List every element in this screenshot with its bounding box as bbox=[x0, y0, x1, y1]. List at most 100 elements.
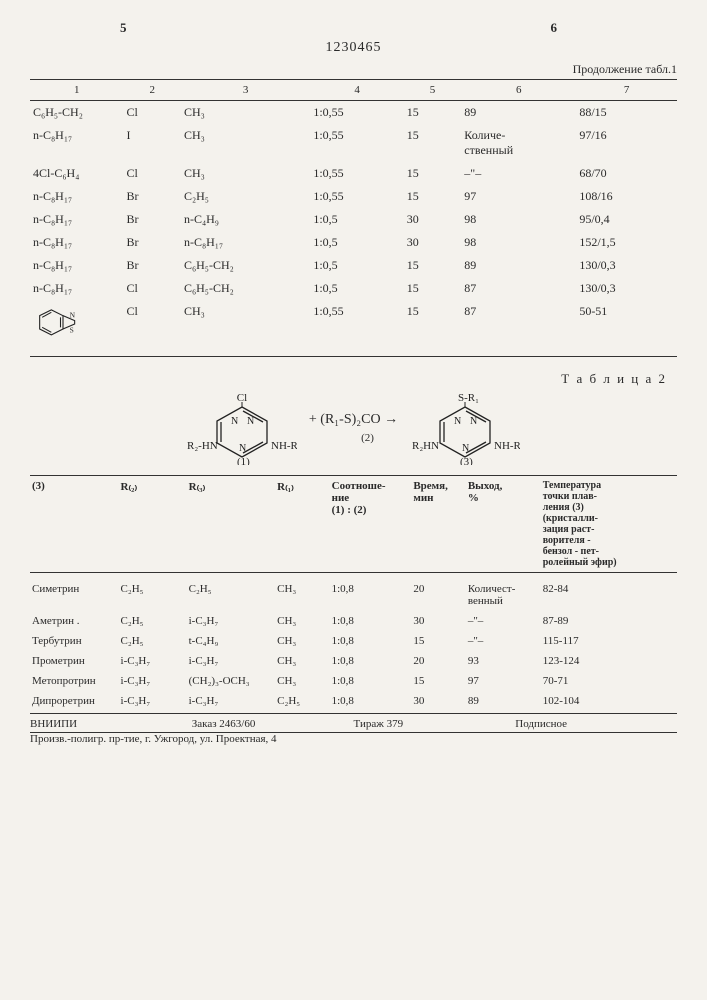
t1-header: 6 bbox=[461, 80, 576, 101]
table-cell: 50-51 bbox=[576, 300, 677, 357]
table-cell: 93 bbox=[466, 651, 541, 671]
table-cell: n-C₈H₁₇ bbox=[30, 231, 123, 254]
table-row: NSClCH₃1:0,55158750-51 bbox=[30, 300, 677, 357]
triazine-1-structure: Cl NN N R₂-HN NH-R₃ (1) bbox=[187, 393, 297, 465]
table-cell: 1:0,5 bbox=[310, 208, 403, 231]
svg-text:N: N bbox=[454, 416, 461, 427]
table-cell: Аметрин . bbox=[30, 611, 119, 631]
table-cell: CH₃ bbox=[181, 124, 310, 162]
t1-header: 4 bbox=[310, 80, 403, 101]
reaction-scheme: Cl NN N R₂-HN NH-R₃ (1) + (R₁-S)₂CO → (2… bbox=[30, 393, 677, 465]
table-cell: 15 bbox=[404, 277, 462, 300]
table-row: Дипроретринi-C₃H₇i-C₃H₇C₂H₅1:0,83089102-… bbox=[30, 691, 677, 714]
table-cell: n-C₄H₉ bbox=[181, 208, 310, 231]
page-num-right: 6 bbox=[551, 20, 558, 36]
table-cell: Br bbox=[123, 231, 181, 254]
table-cell: CH₃ bbox=[275, 573, 329, 612]
table-cell: C₆H₅-CH₂ bbox=[181, 277, 310, 300]
table-row: C₆H₅-CH₂ClCH₃1:0,55158988/15 bbox=[30, 101, 677, 125]
page-num-left: 5 bbox=[120, 20, 127, 36]
table-cell: 1:0,55 bbox=[310, 162, 403, 185]
table-cell: 30 bbox=[404, 231, 462, 254]
table-cell: 98 bbox=[461, 208, 576, 231]
table-cell: CH₃ bbox=[181, 101, 310, 125]
t2-h6: Время, мин bbox=[411, 476, 465, 573]
svg-text:N: N bbox=[231, 416, 238, 427]
table-cell: 130/0,3 bbox=[576, 254, 677, 277]
table-cell: 30 bbox=[411, 611, 465, 631]
table-cell: 95/0,4 bbox=[576, 208, 677, 231]
table-cell: 89 bbox=[461, 101, 576, 125]
t2-h1: (3) bbox=[30, 476, 119, 573]
table-row: Прометринi-C₃H₇i-C₃H₇CH₃1:0,82093123-124 bbox=[30, 651, 677, 671]
scheme-reagent: + (R₁-S)₂CO → bbox=[309, 412, 398, 427]
t1-header: 3 bbox=[181, 80, 310, 101]
table-cell: 97/16 bbox=[576, 124, 677, 162]
table-row: n-C₈H₁₇ICH₃1:0,5515Количе- ственный97/16 bbox=[30, 124, 677, 162]
t1-header: 1 bbox=[30, 80, 123, 101]
table-cell: CH₃ bbox=[275, 611, 329, 631]
table-cell: 130/0,3 bbox=[576, 277, 677, 300]
svg-text:NH-R₃: NH-R₃ bbox=[494, 440, 520, 452]
table-cell: 15 bbox=[404, 162, 462, 185]
table-cell: Cl bbox=[123, 162, 181, 185]
table-cell: 88/15 bbox=[576, 101, 677, 125]
table-cell: 1:0,8 bbox=[330, 691, 412, 714]
table-cell: Дипроретрин bbox=[30, 691, 119, 714]
table-cell: 15 bbox=[404, 300, 462, 357]
t2-h2: R₍₂₎ bbox=[119, 476, 187, 573]
table-cell: 1:0,8 bbox=[330, 631, 412, 651]
svg-text:N: N bbox=[70, 310, 76, 319]
table-cell: 15 bbox=[404, 101, 462, 125]
table-cell: 1:0,5 bbox=[310, 231, 403, 254]
table-cell: CH₃ bbox=[275, 631, 329, 651]
table-row: n-C₈H₁₇Brn-C₈H₁₇1:0,53098152/1,5 bbox=[30, 231, 677, 254]
table-row: n-C₈H₁₇BrC₆H₅-CH₂1:0,51589130/0,3 bbox=[30, 254, 677, 277]
table-cell: n-C₈H₁₇ bbox=[30, 277, 123, 300]
table-cell: 1:0,8 bbox=[330, 611, 412, 631]
table-cell: 97 bbox=[461, 185, 576, 208]
table-cell: CH₃ bbox=[275, 651, 329, 671]
table-row: n-C₈H₁₇Brn-C₄H₉1:0,5309895/0,4 bbox=[30, 208, 677, 231]
table-row: 4Cl-C₆H₄ClCH₃1:0,5515–"–68/70 bbox=[30, 162, 677, 185]
t2-h5: Соотноше- ние (1) : (2) bbox=[330, 476, 412, 573]
table-cell: C₆H₅-CH₂ bbox=[30, 101, 123, 125]
svg-text:R₂HN: R₂HN bbox=[412, 440, 439, 452]
svg-text:N: N bbox=[462, 443, 469, 454]
svg-text:N: N bbox=[239, 443, 246, 454]
table-cell: 1:0,5 bbox=[310, 254, 403, 277]
t1-header: 2 bbox=[123, 80, 181, 101]
table-cell: –"– bbox=[466, 631, 541, 651]
svg-text:S-R₁: S-R₁ bbox=[458, 393, 479, 404]
table-cell: 87 bbox=[461, 277, 576, 300]
table-cell: Cl bbox=[123, 300, 181, 357]
footer-tirage: Тираж 379 bbox=[354, 718, 516, 730]
svg-text:S: S bbox=[70, 325, 74, 334]
table-cell: C₆H₅-CH₂ bbox=[181, 254, 310, 277]
table-cell: (CH₂)₃-OCH₃ bbox=[187, 671, 276, 691]
table-cell: 82-84 bbox=[541, 573, 677, 612]
table-row: n-C₈H₁₇BrC₂H₅1:0,551597108/16 bbox=[30, 185, 677, 208]
table-cell: 1:0,55 bbox=[310, 101, 403, 125]
table-cell: 1:0,5 bbox=[310, 277, 403, 300]
table-cell: 108/16 bbox=[576, 185, 677, 208]
table-cell: 97 bbox=[466, 671, 541, 691]
table-cell: Количест- венный bbox=[466, 573, 541, 612]
triazine-3-structure: S-R₁ NN N R₂HN NH-R₃ (3) bbox=[410, 393, 520, 465]
table-cell: Симетрин bbox=[30, 573, 119, 612]
table-row: n-C₈H₁₇ClC₆H₅-CH₂1:0,51587130/0,3 bbox=[30, 277, 677, 300]
t1-header: 5 bbox=[404, 80, 462, 101]
table-cell: i-C₃H₇ bbox=[119, 691, 187, 714]
table-cell: Метопротрин bbox=[30, 671, 119, 691]
table-cell: Cl bbox=[123, 101, 181, 125]
table-cell: 1:0,8 bbox=[330, 671, 412, 691]
table1-continuation: Продолжение табл.1 bbox=[30, 62, 677, 77]
t2-h4: R₍₁₎ bbox=[275, 476, 329, 573]
table-cell: n-C₈H₁₇ bbox=[30, 208, 123, 231]
footer-org: ВНИИПИ bbox=[30, 718, 192, 730]
table-cell: Br bbox=[123, 254, 181, 277]
footer-order: Заказ 2463/60 bbox=[192, 718, 354, 730]
table-cell: C₂H₅ bbox=[119, 631, 187, 651]
svg-text:NH-R₃: NH-R₃ bbox=[271, 440, 297, 452]
t2-h3: R₍₃₎ bbox=[187, 476, 276, 573]
